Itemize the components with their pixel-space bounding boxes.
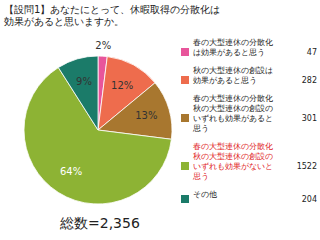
slice — [58, 56, 98, 130]
data-label: 2% — [95, 40, 111, 51]
legend-swatch — [181, 76, 189, 84]
title-group: 【設問1】あなたにとって、休暇取得の分散化は効果があると思いますか。 — [4, 4, 220, 27]
legend-count: 282 — [302, 76, 317, 85]
legend-swatch — [181, 162, 189, 170]
data-label: 64% — [60, 166, 82, 177]
legend: 春の大型連休の分散化は効果があると思う 47 秋の大型連休の創設は効果があると思う 2… — [181, 38, 317, 204]
total-label: 総数=2,356 — [59, 215, 140, 231]
data-label: 12% — [111, 80, 133, 91]
slice — [98, 83, 172, 139]
legend-label: 秋の大型連休の創設は効果があると思う — [193, 66, 273, 85]
title: 効果があると思いますか。 — [4, 16, 124, 27]
legend-count: 204 — [302, 195, 317, 204]
legend-label: 春の大型連休の分散化は効果があると思う — [193, 38, 273, 57]
legend-count: 1522 — [297, 162, 317, 171]
pie — [24, 56, 172, 204]
data-label: 9% — [76, 76, 92, 87]
legend-label: 春の大型連休の分散化秋の大型連休の創設のいずれも効果がないと思う — [192, 142, 273, 181]
chart: 【設問1】あなたにとって、休暇取得の分散化は効果があると思いますか。 2% 12% 1… — [0, 0, 320, 240]
legend-label: その他 — [193, 190, 217, 199]
legend-swatch — [181, 48, 189, 56]
title: 【設問1】あなたにとって、休暇取得の分散化は — [4, 4, 220, 15]
legend-label: 春の大型連休の分散化秋の大型連休の創設のいずれも効果があると思う — [192, 94, 273, 133]
legend-swatch — [181, 114, 189, 122]
data-labels: 2% 12% 13% 64% 9% — [60, 40, 158, 177]
legend-count: 301 — [302, 114, 317, 123]
legend-count: 47 — [307, 48, 317, 57]
legend-swatch — [181, 195, 189, 203]
data-label: 13% — [135, 110, 157, 121]
